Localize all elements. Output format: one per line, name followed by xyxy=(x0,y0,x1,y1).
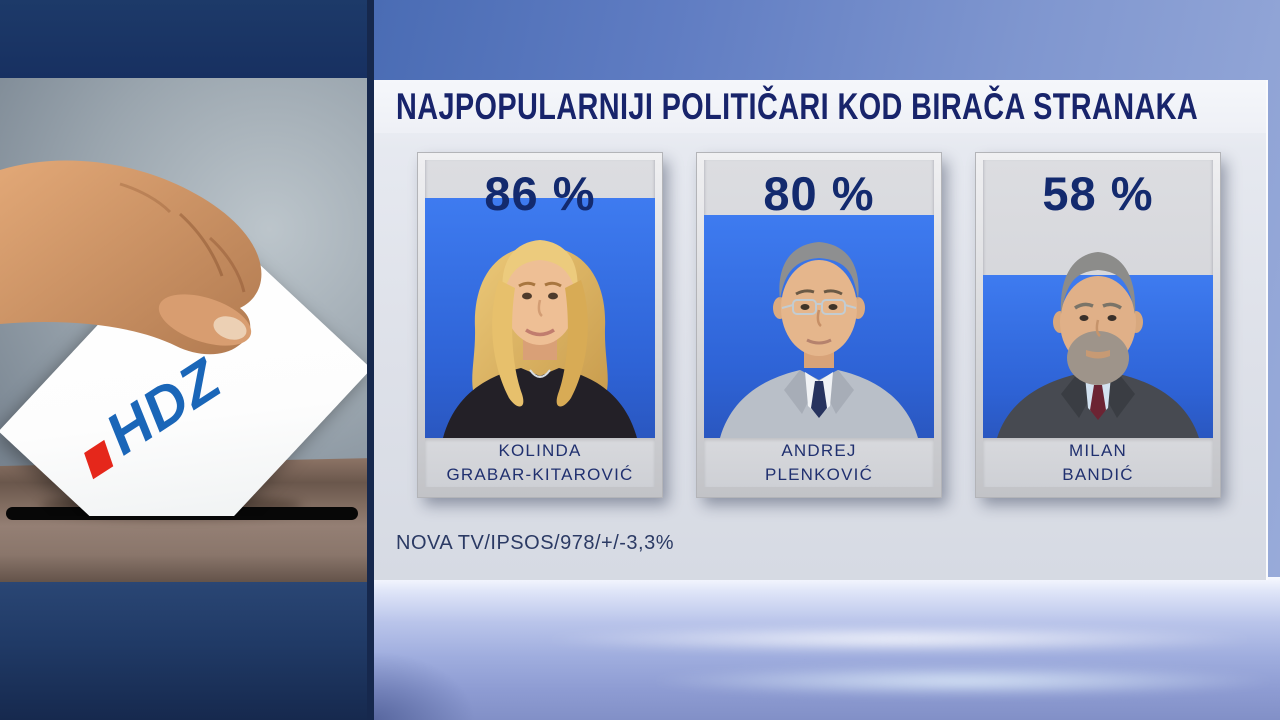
ballot-photo: HDZ xyxy=(0,78,374,582)
card-photo-area: 80 % xyxy=(704,160,934,438)
portrait-plenkovic xyxy=(720,242,918,438)
top-navy-band xyxy=(0,0,374,78)
portrait-grabar-kitarovic xyxy=(443,240,637,438)
name-line-2: PLENKOVIĆ xyxy=(764,465,874,484)
name-line-2: BANDIĆ xyxy=(1062,465,1134,484)
column-divider xyxy=(367,0,374,720)
percent-label: 86 % xyxy=(484,167,596,220)
name-line-1: KOLINDA xyxy=(498,441,582,460)
politician-cards-row: 86 % KOLINDA GRABAR-KITAROVIĆ xyxy=(417,152,1221,498)
portrait-bandic xyxy=(997,252,1199,438)
floor-shadow-corner xyxy=(374,610,594,720)
percent-label: 80 % xyxy=(763,167,875,220)
name-line-1: ANDREJ xyxy=(781,441,857,460)
name-line-2: GRABAR-KITAROVIĆ xyxy=(446,465,634,484)
hand-icon xyxy=(0,160,262,355)
poll-section-background: NAJPOPULARNIJI POLITIČARI KOD BIRAČA STR… xyxy=(374,0,1280,720)
floor-light-streak xyxy=(537,625,1262,652)
panel-title-band: NAJPOPULARNIJI POLITIČARI KOD BIRAČA STR… xyxy=(374,80,1266,133)
bottom-navy-band xyxy=(0,582,374,720)
poll-card-plenkovic: 80 % ANDREJ PLENKOVIĆ xyxy=(696,152,942,498)
info-panel: NAJPOPULARNIJI POLITIČARI KOD BIRAČA STR… xyxy=(374,80,1268,580)
panel-title: NAJPOPULARNIJI POLITIČARI KOD BIRAČA STR… xyxy=(396,85,1199,127)
name-strip: KOLINDA GRABAR-KITAROVIĆ xyxy=(425,438,655,487)
floor-light-streak xyxy=(645,665,1280,696)
source-text: NOVA TV/IPSOS/978/+/-3,3% xyxy=(396,532,674,554)
ballot-photo-section: HDZ xyxy=(0,0,374,720)
name-strip: MILAN BANDIĆ xyxy=(983,438,1213,487)
card-photo-area: 58 % xyxy=(983,160,1213,438)
percent-label: 58 % xyxy=(1042,167,1154,220)
poll-card-bandic: 58 % MILAN BANDIĆ xyxy=(975,152,1221,498)
card-photo-area: 86 % xyxy=(425,160,655,438)
name-strip: ANDREJ PLENKOVIĆ xyxy=(704,438,934,487)
poll-card-grabar-kitarovic: 86 % KOLINDA GRABAR-KITAROVIĆ xyxy=(417,152,663,498)
light-floor xyxy=(374,577,1280,720)
name-line-1: MILAN xyxy=(1069,441,1127,460)
